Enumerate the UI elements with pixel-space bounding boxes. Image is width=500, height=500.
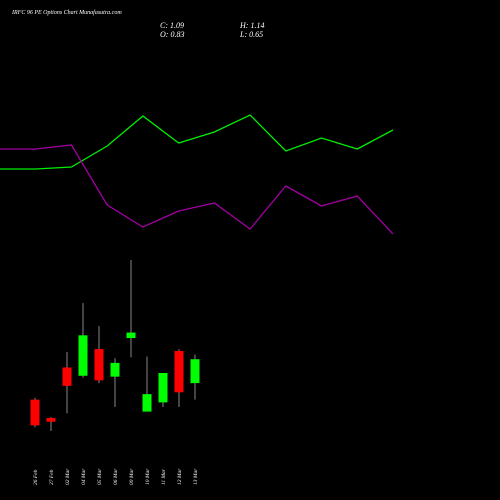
- line: [0, 144, 394, 235]
- x-tick-label: 05 Mar: [97, 468, 103, 485]
- high-info: H: 1.14: [239, 21, 264, 30]
- candle-body: [62, 367, 72, 386]
- x-tick-label: 04 Mar: [80, 468, 87, 485]
- candle-body: [78, 335, 88, 376]
- candle-body: [46, 418, 56, 422]
- candle-body: [158, 372, 168, 403]
- x-tick-label: 13 Mar: [193, 468, 199, 485]
- x-tick-label: 06 Mar: [113, 468, 119, 485]
- x-tick-label: 11 Mar: [161, 468, 167, 485]
- candle-body: [190, 359, 200, 384]
- chart-title: IRFC 96 PE Options Chart Munafasutra.com: [11, 9, 122, 16]
- x-tick-label: 27 Feb: [49, 469, 55, 485]
- candle-body: [30, 399, 40, 426]
- x-tick-label: 09 Mar: [129, 468, 135, 485]
- close-info: C: 1.09: [160, 21, 184, 30]
- candle-body: [126, 332, 136, 339]
- x-tick-label: 12 Mar: [177, 468, 183, 485]
- x-tick-label: 26 Feb: [33, 469, 39, 485]
- candle-body: [174, 350, 184, 393]
- line: [0, 114, 394, 170]
- candle-body: [94, 349, 104, 381]
- x-tick-label: 02 Mar: [65, 468, 71, 485]
- low-info: L: 0.65: [239, 30, 263, 39]
- candle-body: [110, 362, 120, 377]
- candle-body: [142, 394, 152, 412]
- open-info: O: 0.83: [160, 30, 184, 39]
- x-tick-label: 10 Mar: [145, 468, 151, 485]
